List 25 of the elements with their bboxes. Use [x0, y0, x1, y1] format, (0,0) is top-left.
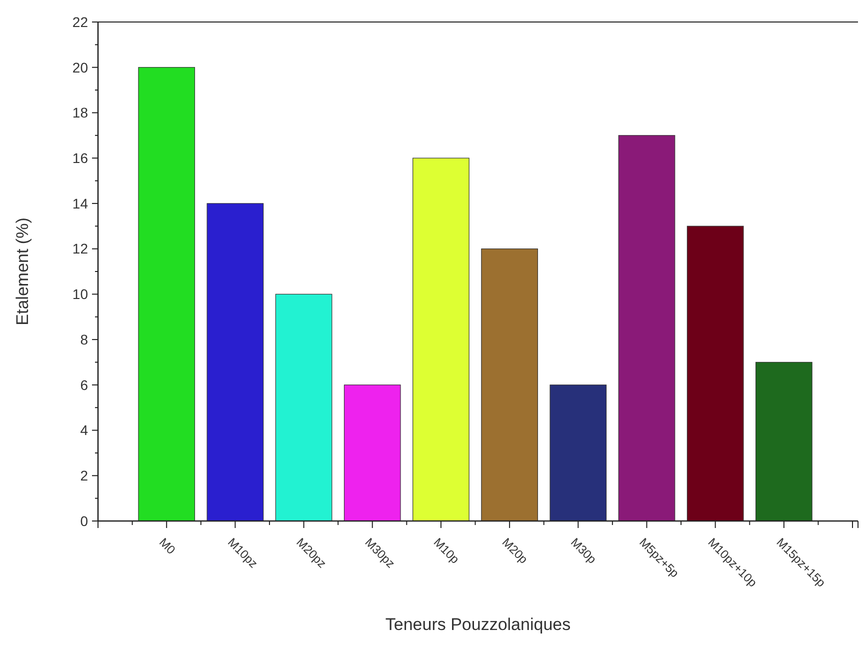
y-tick-label: 10 — [72, 286, 88, 302]
bar — [206, 203, 264, 522]
y-tick-label: 6 — [80, 376, 88, 393]
bar — [550, 384, 607, 522]
bar — [481, 248, 538, 522]
bar — [412, 158, 470, 522]
bar — [686, 226, 744, 522]
y-tick-label: 18 — [72, 104, 88, 121]
y-tick-label: 22 — [72, 14, 88, 30]
y-tick-label: 4 — [80, 422, 88, 438]
x-tick-label: M0 — [156, 535, 178, 558]
y-tick-label: 2 — [80, 468, 88, 484]
bar — [756, 362, 812, 522]
y-axis-title: Etalement (%) — [13, 218, 32, 326]
y-tick-label: 8 — [80, 331, 88, 348]
y-tick-label: 0 — [80, 512, 88, 529]
bar — [138, 67, 196, 522]
bar — [275, 294, 332, 522]
bar — [618, 135, 676, 522]
bar — [344, 384, 401, 522]
y-tick-label: 20 — [72, 59, 88, 76]
x-axis-title: Teneurs Pouzzolaniques — [385, 615, 571, 634]
y-tick-label: 12 — [72, 240, 88, 257]
y-tick-label: 14 — [72, 195, 88, 212]
y-tick-label: 16 — [72, 150, 88, 166]
